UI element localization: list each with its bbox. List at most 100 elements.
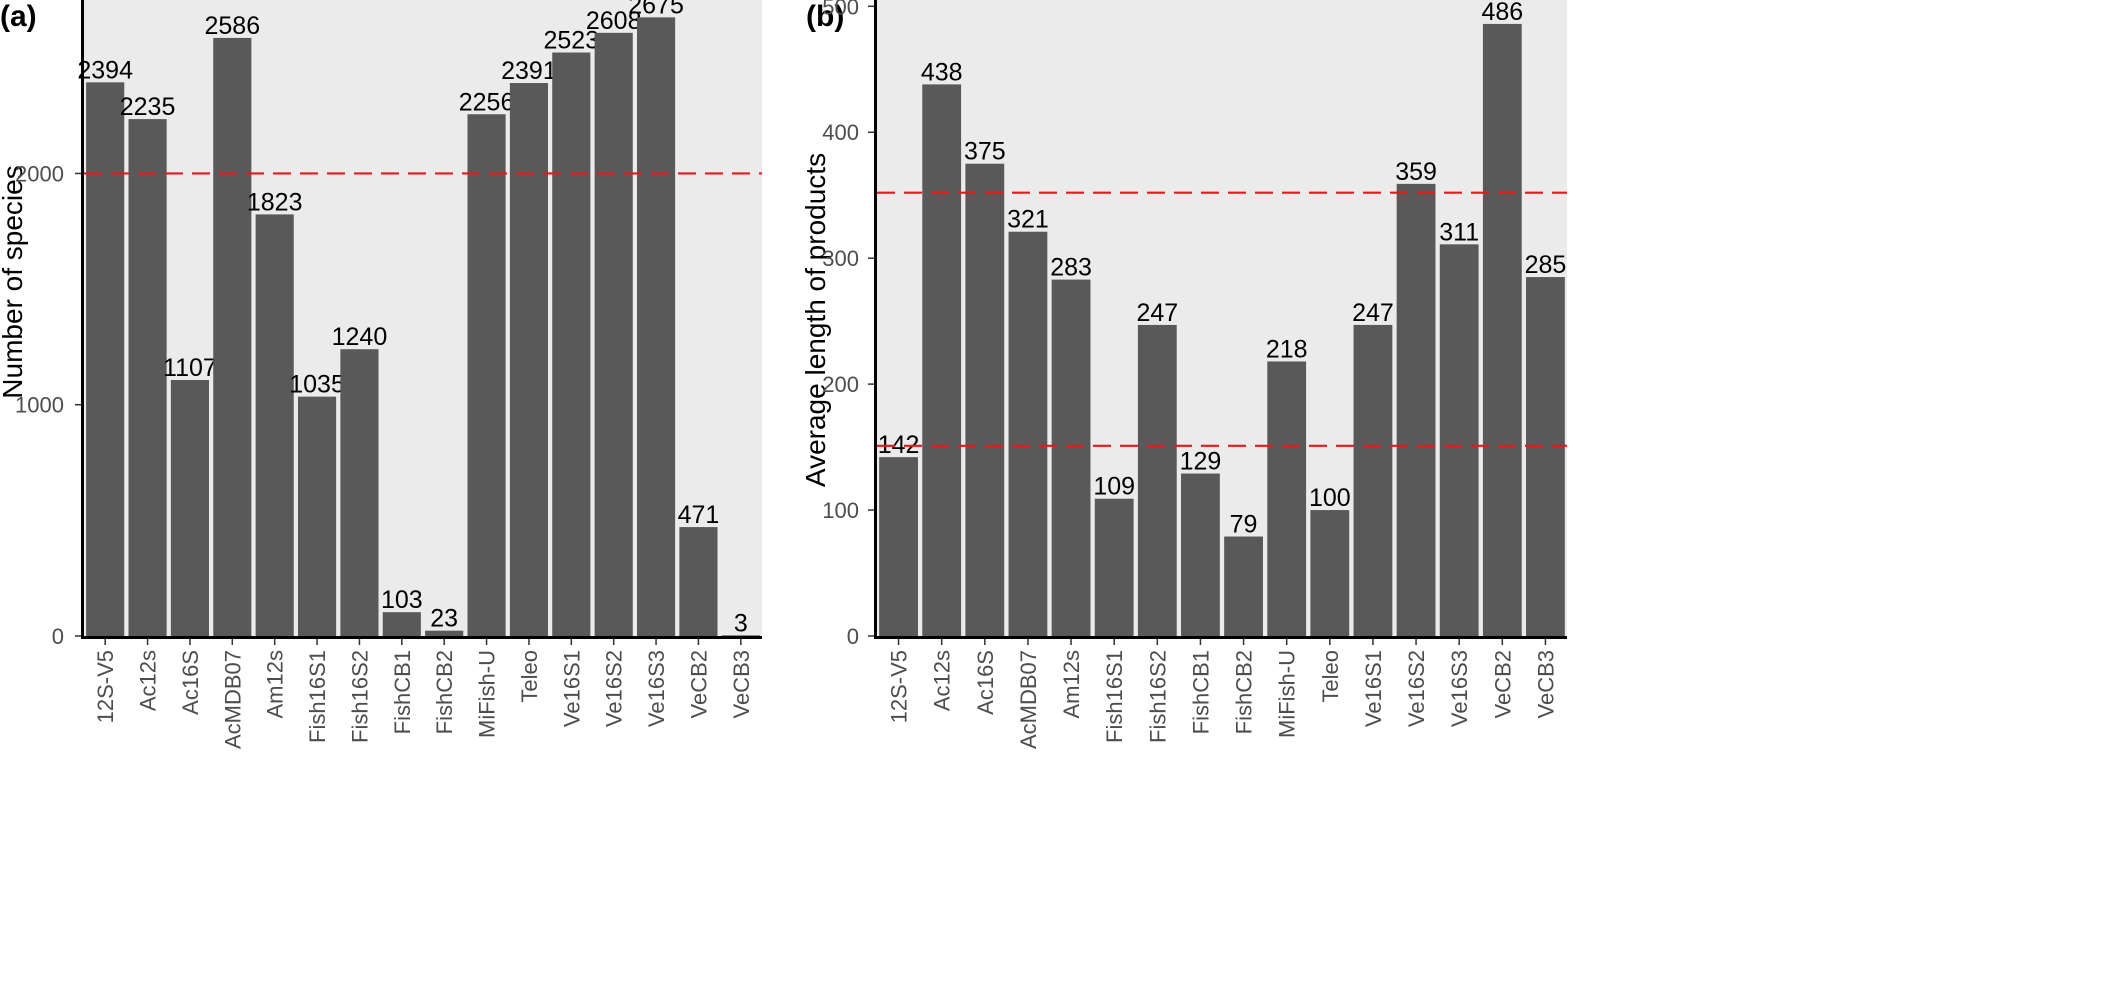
bar-value-label: 247 (1352, 299, 1394, 327)
bar-b-ve16s1 (1353, 324, 1393, 636)
bar-b-fishcb2 (1224, 536, 1263, 636)
bar-a-ve16s3 (636, 17, 676, 637)
bar-value-label: 1107 (163, 354, 217, 382)
bar-b-ve16s2 (1396, 183, 1436, 636)
bar-a-fish16s2 (340, 349, 379, 636)
bar-a-12s-v5 (86, 82, 125, 636)
bar-b-acmdb07 (1008, 231, 1048, 637)
bar-value-label: 100 (1309, 484, 1351, 512)
bar-b-vecb2 (1482, 23, 1522, 637)
bar-value-label: 1240 (332, 323, 388, 351)
bar-a-ac12s (128, 119, 167, 637)
bar-value-label: 218 (1266, 335, 1308, 363)
x-tick-label: VeCB2 (686, 650, 711, 719)
bar-value-label: 2235 (120, 93, 176, 121)
bar-value-label: 103 (381, 586, 423, 614)
panel-a-letter: (a) (0, 0, 37, 33)
bar-value-label: 23 (430, 605, 458, 633)
y-tick-label: 400 (822, 120, 859, 145)
bar-b-fish16s2 (1137, 324, 1177, 636)
bar-b-fishcb1 (1181, 473, 1220, 636)
bar-a-mifish-u (467, 114, 506, 636)
bar-value-label: 247 (1136, 299, 1178, 327)
bar-b-teleo (1310, 510, 1350, 636)
x-tick-label: FishCB2 (1232, 650, 1257, 734)
bar-value-label: 359 (1395, 158, 1437, 186)
x-tick-label: MiFish-U (475, 650, 500, 738)
x-tick-label: VeCB2 (1490, 650, 1515, 719)
bar-a-ve16s1 (552, 52, 591, 636)
bar-a-am12s (255, 214, 294, 636)
x-tick-label: 12S-V5 (93, 650, 118, 723)
bar-value-label: 2394 (77, 56, 133, 84)
x-tick-label: Ve16S3 (1447, 650, 1472, 727)
bar-b-ac16s (965, 163, 1005, 636)
x-tick-label: Am12s (263, 650, 288, 718)
x-tick-label: Fish16S1 (305, 650, 330, 743)
x-tick-label: Teleo (1318, 650, 1343, 703)
bar-b-mifish-u (1267, 361, 1307, 636)
x-tick-label: FishCB2 (432, 650, 457, 734)
y-tick-label: 0 (52, 624, 64, 649)
bar-value-label: 1035 (289, 371, 345, 399)
bar-value-label: 486 (1481, 0, 1523, 26)
x-tick-label: Ve16S1 (1361, 650, 1386, 727)
bar-b-ve16s3 (1439, 244, 1479, 636)
y-tick-label: 1000 (15, 393, 64, 418)
x-tick-label: Ve16S2 (602, 650, 627, 727)
bar-value-label: 375 (964, 138, 1006, 166)
bar-value-label: 2608 (586, 7, 642, 35)
x-tick-label: Am12s (1059, 650, 1084, 718)
bar-value-label: 285 (1525, 251, 1567, 279)
x-tick-label: Teleo (517, 650, 542, 703)
x-tick-label: AcMDB07 (1016, 650, 1041, 749)
x-tick-label: Ac12s (136, 650, 161, 711)
x-tick-label: Ve16S1 (559, 650, 584, 727)
x-tick-label: Ac16S (178, 650, 203, 715)
bar-a-ve16s2 (594, 32, 633, 636)
bar-value-label: 79 (1230, 511, 1258, 539)
bar-a-acmdb07 (213, 37, 252, 637)
x-tick-label: VeCB3 (1533, 650, 1558, 719)
bar-a-teleo (509, 83, 549, 636)
y-tick-label: 300 (822, 246, 859, 271)
x-tick-label: AcMDB07 (220, 650, 245, 749)
bar-value-label: 471 (678, 501, 720, 529)
x-tick-label: Ve16S3 (644, 650, 669, 727)
bar-value-label: 2256 (459, 88, 515, 116)
x-tick-label: MiFish-U (1275, 650, 1300, 738)
x-tick-label: Fish16S1 (1102, 650, 1127, 743)
bar-value-label: 2675 (628, 0, 684, 19)
y-tick-label: 500 (822, 0, 859, 19)
bar-value-label: 109 (1093, 473, 1135, 501)
y-tick-label: 100 (822, 498, 859, 523)
x-tick-label: FishCB1 (1188, 650, 1213, 734)
chart-panel-b: (b) Average length of products 142438375… (800, 0, 1567, 749)
bar-value-label: 438 (921, 58, 963, 86)
panel-b-y-axis-title: Average length of products (800, 153, 831, 487)
bar-value-label: 2391 (501, 57, 557, 85)
panel-a-y-axis-title: Number of species (0, 165, 28, 398)
x-tick-label: Ve16S2 (1404, 650, 1429, 727)
bar-a-ac16s (170, 379, 210, 636)
y-tick-label: 200 (822, 372, 859, 397)
x-tick-label: VeCB3 (729, 650, 754, 719)
bar-value-label: 321 (1007, 206, 1049, 234)
x-tick-label: 12S-V5 (887, 650, 912, 723)
x-tick-label: FishCB1 (390, 650, 415, 734)
bar-value-label: 311 (1439, 218, 1479, 246)
bar-a-vecb3 (721, 635, 760, 636)
bar-value-label: 3 (734, 609, 748, 637)
bar-value-label: 1823 (247, 188, 303, 216)
x-tick-label: Fish16S2 (1145, 650, 1170, 743)
bar-b-12s-v5 (879, 457, 918, 636)
x-tick-label: Ac16S (973, 650, 998, 715)
bar-value-label: 2523 (543, 27, 599, 55)
panel-b-letter: (b) (806, 0, 844, 33)
bar-a-vecb2 (679, 527, 718, 636)
x-tick-label: Ac12s (930, 650, 955, 711)
y-tick-label: 2000 (15, 161, 64, 186)
bar-b-am12s (1051, 279, 1091, 636)
y-tick-label: 0 (847, 624, 859, 649)
